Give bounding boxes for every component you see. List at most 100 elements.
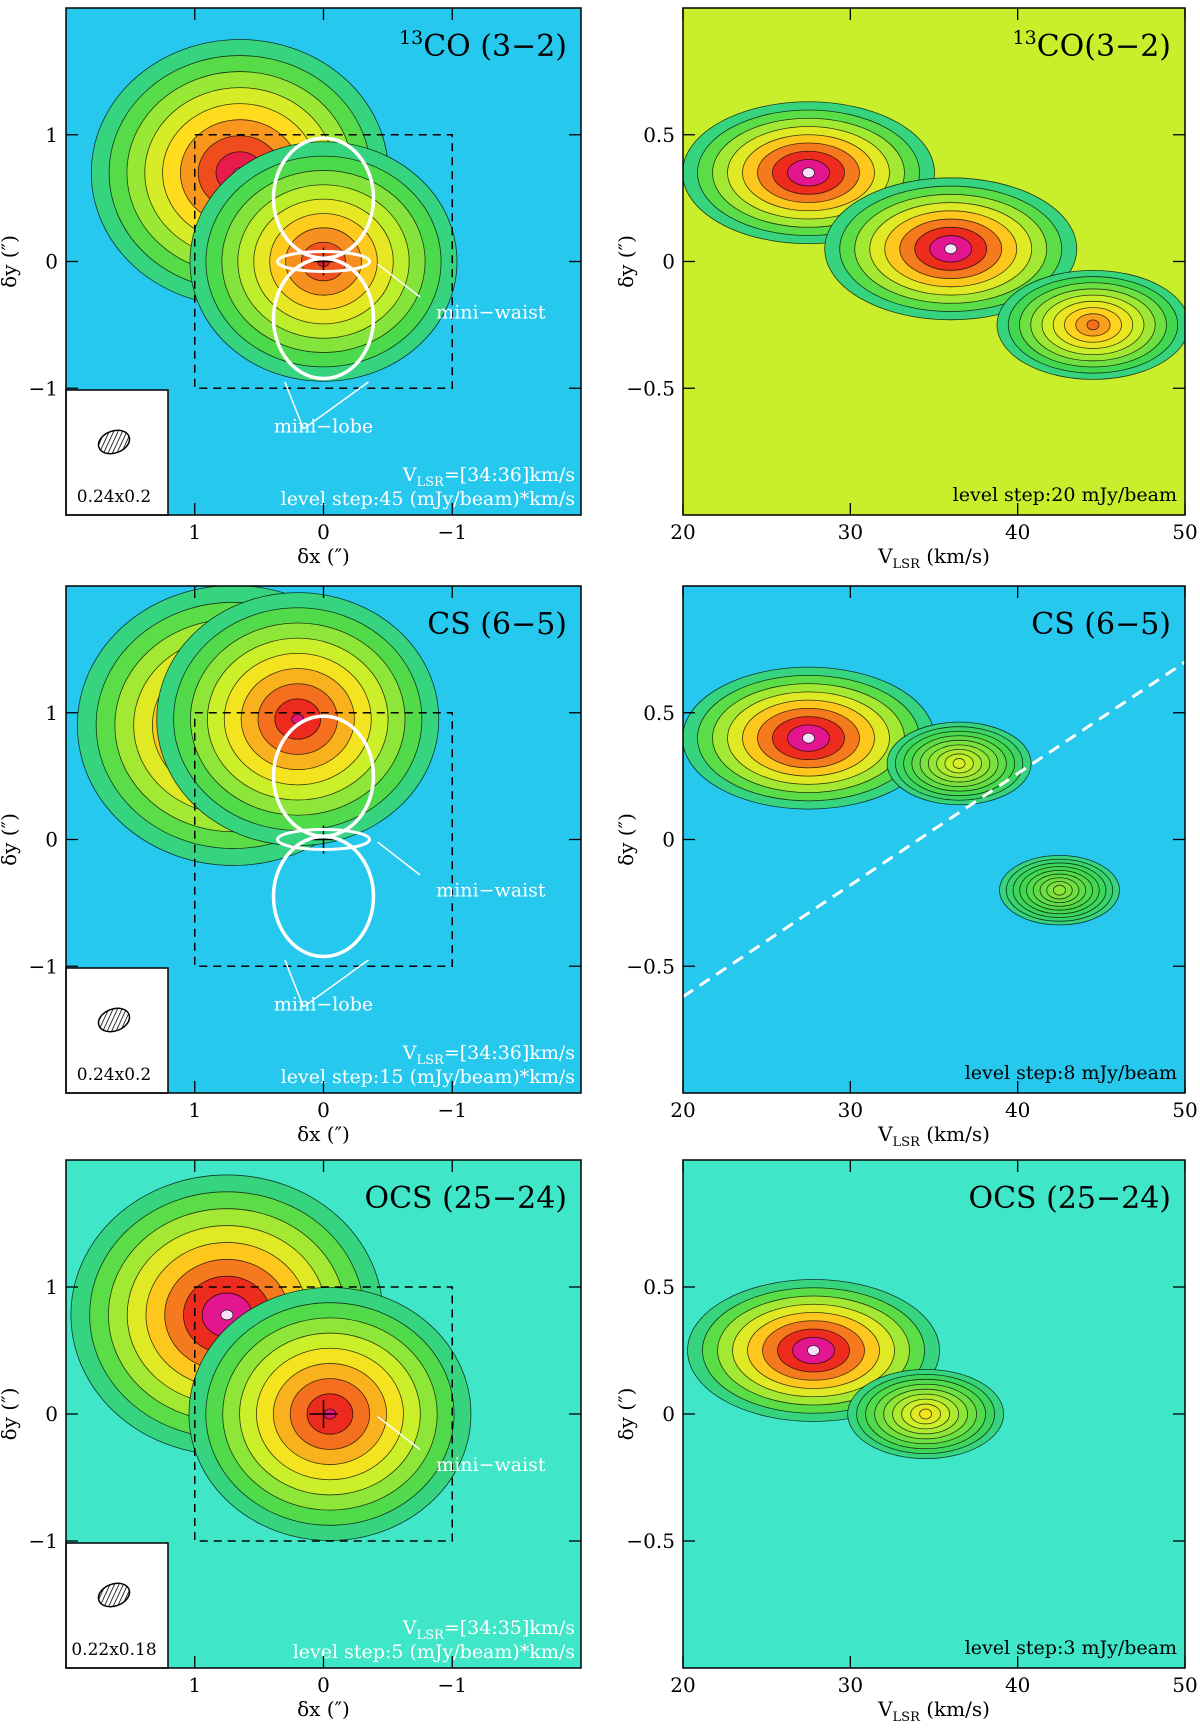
level-step-label: level step:5 (mJy/beam)*km/s [293,1641,575,1663]
y-tick-label: 1 [45,123,58,147]
beam-size-label: 0.24x0.2 [77,1065,151,1085]
emission-peak [683,101,935,245]
x-tick-label: 20 [670,1673,695,1697]
beam-ellipse [97,1582,131,1608]
mini-waist-label: mini−waist [436,302,546,324]
panel-map-cs: mini−lobe mini−waist 0.24x0.2 VLSR=[34:36]k… [0,585,582,1146]
x-tick-label: 0 [317,1673,330,1697]
emission-peaks [687,1279,1005,1460]
x-tick-label: 50 [1172,520,1197,544]
panel-pv-ocs: level step:3 mJy/beam OCS (25−24) 20 30 40 50… [614,1159,1198,1725]
level-step-label: level step:45 (mJy/beam)*km/s [281,488,575,510]
mini-lobe-ellipse [271,256,376,381]
y-tick-label: 0 [45,828,58,852]
y-axis-label: δy (″) [614,813,638,866]
y-tick-label: −0.5 [626,1529,675,1553]
level-step-label: level step:20 mJy/beam [953,484,1177,506]
y-axis-label: δy (″) [0,235,21,288]
heatmap-background [683,586,1185,1093]
x-tick-label: 30 [838,520,863,544]
x-tick-label: 0 [317,1098,330,1122]
beam-ellipse [97,429,131,455]
dashed-box [194,1286,453,1542]
beam-ellipse [97,1007,131,1033]
y-tick-label: 0 [45,250,58,274]
y-tick-label: 1 [45,701,58,725]
emission-peaks [77,586,440,866]
x-tick-label: −1 [438,1673,467,1697]
dashed-box [194,134,453,389]
molecule-title: OCS (25−24) [364,1181,567,1216]
mini-lobe-arrow [284,959,305,1008]
x-tick-label: 40 [1005,1673,1030,1697]
level-step-label: level step:15 (mJy/beam)*km/s [281,1066,575,1088]
x-tick-label: 20 [670,520,695,544]
panel-map-ocs: mini−waist 0.22x0.18 VLSR=[34:35]km/slevel… [0,1159,582,1721]
x-tick-label: 40 [1005,1098,1030,1122]
x-axis-label: δx (″) [297,1122,350,1146]
x-axis-label: δx (″) [297,1697,350,1721]
mini-lobe-label: mini−lobe [274,416,373,438]
x-tick-label: 30 [838,1098,863,1122]
y-axis-label: δy (″) [614,1388,638,1441]
y-axis-label: δy (″) [614,235,638,288]
mini-waist-arrow [377,841,421,876]
x-tick-label: 0 [317,520,330,544]
x-tick-label: 30 [838,1673,863,1697]
x-tick-label: 1 [188,1098,201,1122]
y-tick-label: 0.5 [643,1275,675,1299]
molecule-title: CS (6−5) [1031,607,1171,642]
x-tick-label: −1 [438,520,467,544]
beam-size-label: 0.22x0.18 [71,1640,156,1660]
panel-map-13co: mini−lobe mini−waist 0.24x0.2 VLSR=[34:36]k… [0,7,582,568]
emission-peak [156,592,440,846]
emission-peak [683,666,935,810]
x-tick-label: 50 [1172,1673,1197,1697]
x-tick-label: −1 [438,1098,467,1122]
mini-waist-arrow [377,263,421,298]
mini-lobe-label: mini−lobe [274,994,373,1016]
x-axis-label: VLSR (km/s) [877,1122,990,1150]
x-axis-label: VLSR (km/s) [877,544,990,572]
mini-waist-ellipse [276,828,371,851]
contour-level [1086,319,1100,331]
x-tick-label: 20 [670,1098,695,1122]
vlsr-range-label: VLSR=[34:36]km/s [402,1042,575,1068]
velocity-gradient-line [683,660,1185,998]
panel-pv-cs: level step:8 mJy/beam CS (6−5) 20 30 40 50 −0.… [614,585,1198,1150]
y-tick-label: −1 [29,376,58,400]
emission-peaks [683,101,1185,380]
contour-level [944,243,958,255]
emission-peak [824,177,1078,321]
y-tick-label: 0.5 [643,123,675,147]
y-tick-label: 0 [662,1402,675,1426]
mini-lobe-arrow [284,381,305,430]
beam-size-label: 0.24x0.2 [77,487,151,507]
emission-peak [847,1369,1005,1460]
y-tick-label: −1 [29,1529,58,1553]
y-tick-label: −1 [29,954,58,978]
x-tick-label: 40 [1005,520,1030,544]
mini-lobe-ellipse [271,834,376,959]
vlsr-range-label: VLSR=[34:36]km/s [402,464,575,490]
mini-waist-arrow [377,1415,421,1451]
x-tick-label: 50 [1172,1098,1197,1122]
y-tick-label: 0.5 [643,701,675,725]
dashed-box [194,712,453,967]
molecule-title: 13CO(3−2) [1013,27,1171,64]
y-axis-label: δy (″) [0,1388,21,1441]
mini-lobe-arrow [303,381,370,430]
x-tick-label: 1 [188,520,201,544]
mini-waist-label: mini−waist [436,1454,546,1476]
contour-level [807,1345,820,1356]
x-axis-label: VLSR (km/s) [877,1697,990,1725]
contour-level [802,167,815,179]
x-tick-label: 1 [188,1673,201,1697]
y-tick-label: 0 [45,1402,58,1426]
y-tick-label: 0 [662,828,675,852]
contour-level [919,1408,933,1420]
y-axis-label: δy (″) [0,813,21,866]
x-axis-label: δx (″) [297,544,350,568]
contour-level [802,732,815,744]
